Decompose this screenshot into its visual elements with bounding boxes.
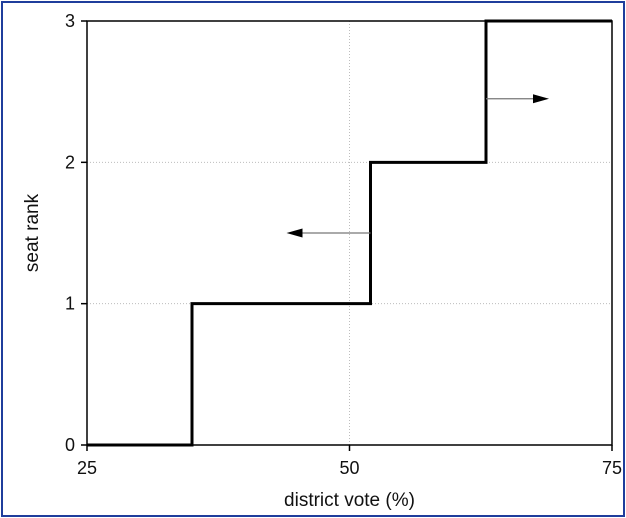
x-tick-label-2: 75 [602,458,622,478]
arrow-head-0 [286,228,303,238]
y-axis-title: seat rank [22,193,43,272]
annotation-arrows [286,94,549,238]
arrow-left-0 [286,228,371,238]
y-tick-label-1: 1 [65,294,75,314]
y-tick-label-2: 2 [65,152,75,172]
x-tick-label-0: 25 [77,458,97,478]
x-tick-label-1: 50 [339,458,359,478]
y-tick-label-0: 0 [65,435,75,455]
axis-ticks: 25 50 75 0 1 2 3 [65,11,622,478]
arrow-right-1 [486,94,549,104]
x-axis-title: district vote (%) [284,490,415,511]
arrow-head-1 [533,94,549,104]
grid-lines [87,21,612,445]
y-tick-label-3: 3 [65,11,75,31]
